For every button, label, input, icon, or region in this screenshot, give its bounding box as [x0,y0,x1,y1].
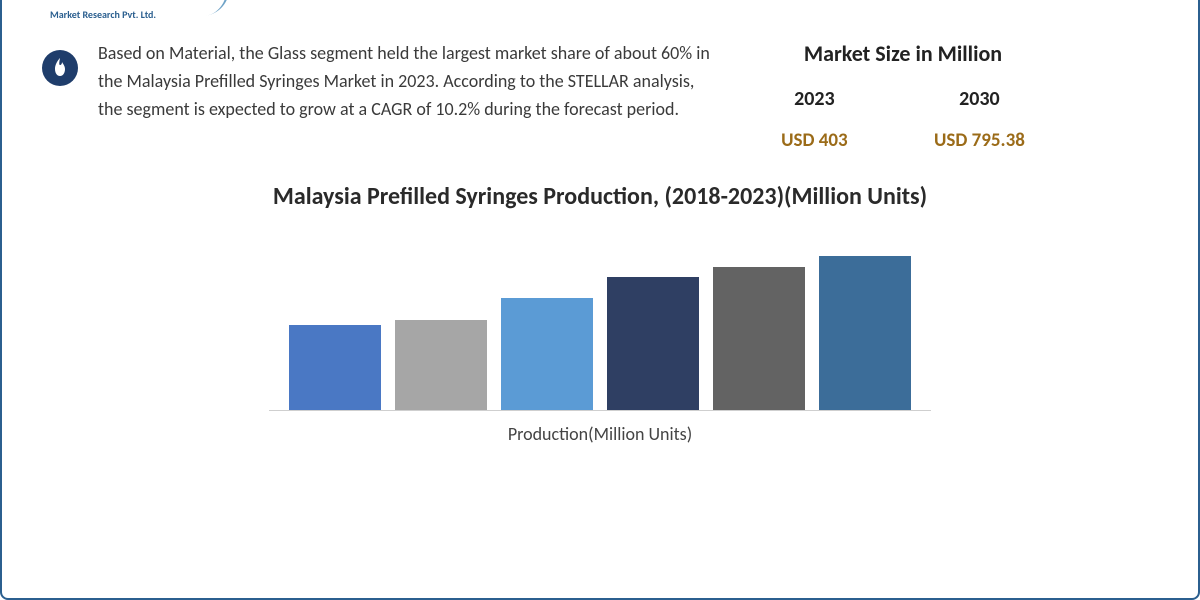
market-size-panel: Market Size in Million 2023 USD 403 2030… [738,40,1068,152]
chart-bars-wrap: Production(Million Units) [269,241,931,445]
chart-bar [713,267,805,410]
summary-body-text: Based on Material, the Glass segment hel… [98,40,718,124]
market-size-col-2023: 2023 USD 403 [781,87,848,152]
flame-icon-svg [51,58,69,78]
market-size-title: Market Size in Million [738,40,1068,67]
logo-subtext: Market Research Pvt. Ltd. [50,8,156,21]
chart-x-label: Production(Million Units) [269,423,931,445]
chart-title: Malaysia Prefilled Syringes Production, … [2,182,1198,211]
chart-bar [395,320,487,410]
market-size-year: 2030 [934,87,1025,111]
chart-bar [819,256,911,410]
chart-bars [269,241,931,411]
summary-row: Based on Material, the Glass segment hel… [2,0,1198,162]
market-size-year: 2023 [781,87,848,111]
market-size-col-2030: 2030 USD 795.38 [934,87,1025,152]
chart-bar [289,325,381,410]
flame-icon [42,50,78,86]
chart-bar [607,277,699,410]
chart-area: Malaysia Prefilled Syringes Production, … [2,162,1198,445]
market-size-columns: 2023 USD 403 2030 USD 795.38 [738,87,1068,152]
market-size-value: USD 403 [781,129,848,152]
market-size-value: USD 795.38 [934,129,1025,152]
chart-bar [501,298,593,410]
